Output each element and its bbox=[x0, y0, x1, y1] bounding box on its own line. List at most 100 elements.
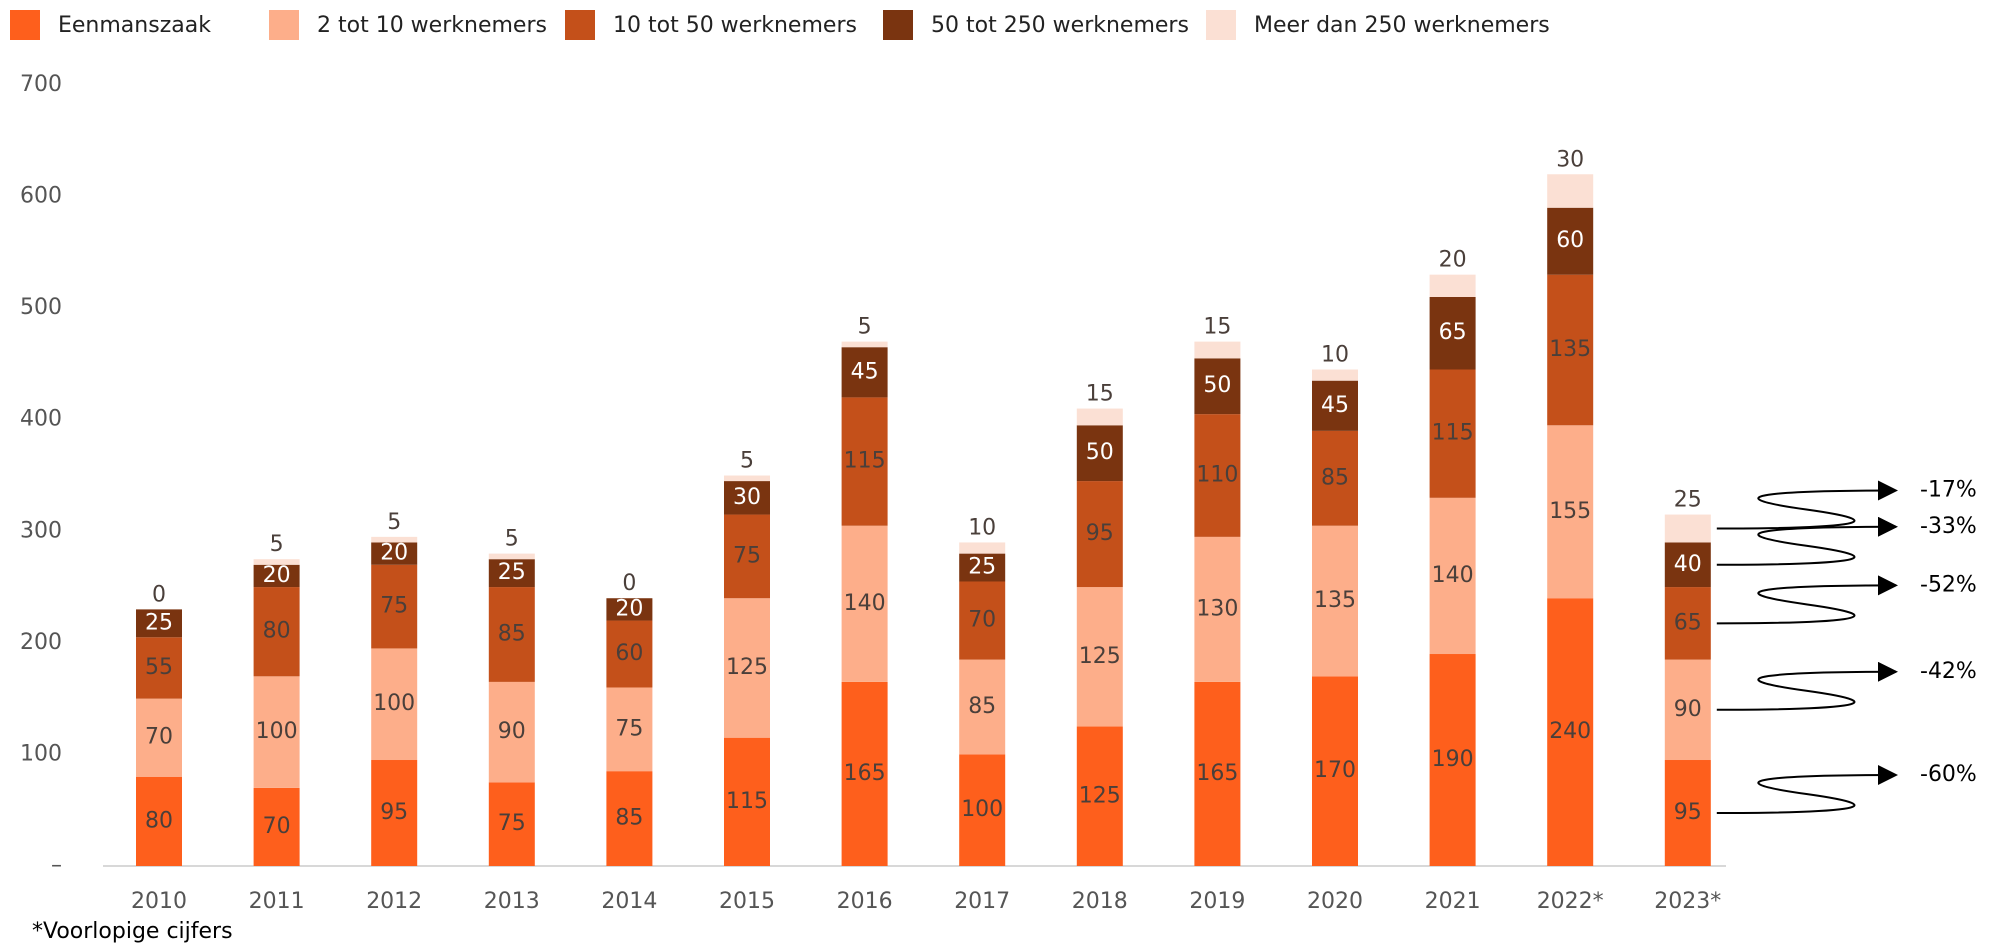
data-label: 75 bbox=[615, 716, 643, 741]
data-label: 80 bbox=[263, 619, 291, 644]
y-tick-label: 100 bbox=[20, 741, 62, 766]
data-label: 25 bbox=[145, 610, 173, 635]
data-label: 80 bbox=[145, 808, 173, 833]
x-tick-label: 2018 bbox=[1072, 889, 1128, 914]
data-label: 15 bbox=[1086, 382, 1114, 407]
annotation: -17% bbox=[1920, 477, 1977, 502]
legend-swatch bbox=[1206, 10, 1236, 40]
data-label: 5 bbox=[858, 315, 872, 340]
data-label: 110 bbox=[1196, 463, 1238, 488]
bar-segment bbox=[959, 659, 1006, 755]
data-label: 0 bbox=[152, 582, 166, 607]
legend-label: 10 tot 50 werknemers bbox=[613, 13, 857, 38]
bar-segment bbox=[1547, 598, 1594, 866]
data-label: 75 bbox=[733, 543, 761, 568]
data-label: 85 bbox=[1321, 465, 1349, 490]
data-label: 95 bbox=[1674, 800, 1702, 825]
data-label: 140 bbox=[1432, 563, 1474, 588]
data-label: 5 bbox=[270, 532, 284, 557]
bar-segment bbox=[606, 598, 653, 621]
legend-label: 50 tot 250 werknemers bbox=[931, 13, 1189, 38]
data-label: 155 bbox=[1549, 499, 1591, 524]
bar-segment bbox=[136, 776, 182, 866]
data-label: 70 bbox=[263, 814, 291, 839]
bar-segment bbox=[1664, 760, 1711, 866]
bar-segment bbox=[1664, 514, 1711, 543]
bar-segment bbox=[724, 481, 770, 515]
bar-segment bbox=[1312, 676, 1358, 866]
data-label: 125 bbox=[726, 655, 768, 680]
footnote: *Voorlopige cijfers bbox=[32, 919, 233, 944]
x-tick-label: 2016 bbox=[837, 889, 893, 914]
data-label: 85 bbox=[498, 621, 526, 646]
data-label: 75 bbox=[498, 811, 526, 836]
x-tick-label: 2012 bbox=[366, 889, 422, 914]
y-tick-label: – bbox=[51, 853, 62, 878]
bar-segment bbox=[1312, 369, 1358, 381]
bar-segment bbox=[253, 564, 300, 588]
data-label: 100 bbox=[373, 691, 415, 716]
data-label: 95 bbox=[1086, 521, 1114, 546]
bar-segment bbox=[841, 347, 888, 398]
bar-segment bbox=[1429, 274, 1476, 297]
data-label: 95 bbox=[380, 800, 408, 825]
bar-segment bbox=[371, 536, 418, 543]
data-label: 30 bbox=[733, 485, 761, 510]
bar-segment bbox=[1076, 408, 1123, 426]
data-label: 135 bbox=[1314, 588, 1356, 613]
y-tick-label: 500 bbox=[20, 295, 62, 320]
data-label: 165 bbox=[1196, 761, 1238, 786]
bar-segment bbox=[606, 687, 653, 772]
bar-segment bbox=[1194, 341, 1241, 359]
data-label: 85 bbox=[615, 806, 643, 831]
bar-segment bbox=[1076, 425, 1123, 482]
x-tick-label: 2023* bbox=[1654, 889, 1721, 914]
bar-segment bbox=[253, 587, 300, 677]
bar-segment bbox=[1194, 414, 1241, 537]
data-label: 115 bbox=[844, 449, 886, 474]
bar-segment bbox=[371, 542, 418, 565]
data-label: 70 bbox=[145, 725, 173, 750]
y-tick-label: 600 bbox=[20, 184, 62, 209]
data-label: 65 bbox=[1674, 610, 1702, 635]
data-label: 50 bbox=[1086, 440, 1114, 465]
bar-segment bbox=[1312, 525, 1358, 677]
data-label: 115 bbox=[1432, 421, 1474, 446]
data-label: 20 bbox=[263, 563, 291, 588]
bar-segment bbox=[1429, 296, 1476, 370]
y-tick-label: 200 bbox=[20, 630, 62, 655]
bar-segment bbox=[1076, 481, 1123, 588]
data-label: 100 bbox=[961, 797, 1003, 822]
data-label: 15 bbox=[1203, 315, 1231, 340]
legend-swatch bbox=[565, 10, 595, 40]
data-label: 140 bbox=[844, 591, 886, 616]
data-label: 60 bbox=[1556, 228, 1584, 253]
data-label: 30 bbox=[1556, 147, 1584, 172]
annotation-arrow bbox=[1716, 516, 1898, 566]
data-label: 45 bbox=[851, 359, 879, 384]
data-label: 60 bbox=[615, 641, 643, 666]
x-tick-label: 2011 bbox=[249, 889, 305, 914]
bar-segment bbox=[1429, 369, 1476, 498]
bar-segment bbox=[1664, 587, 1711, 660]
data-label: 90 bbox=[498, 719, 526, 744]
data-label: 170 bbox=[1314, 758, 1356, 783]
bar-segment bbox=[1194, 681, 1241, 866]
data-label: 165 bbox=[844, 761, 886, 786]
bar-segment bbox=[1194, 358, 1241, 415]
data-label: 25 bbox=[498, 560, 526, 585]
bar-segment bbox=[841, 397, 888, 526]
data-label: 0 bbox=[622, 571, 636, 596]
annotation-arrow bbox=[1716, 575, 1898, 625]
bar-segment bbox=[371, 648, 418, 761]
bar-segment bbox=[1547, 207, 1594, 275]
annotation-arrow bbox=[1716, 480, 1898, 530]
bar-segment bbox=[959, 542, 1006, 554]
x-tick-label: 2015 bbox=[719, 889, 775, 914]
data-label: 125 bbox=[1079, 783, 1121, 808]
bar-segment bbox=[1664, 542, 1711, 588]
data-label: 5 bbox=[740, 449, 754, 474]
data-label: 70 bbox=[968, 608, 996, 633]
x-tick-label: 2020 bbox=[1307, 889, 1363, 914]
